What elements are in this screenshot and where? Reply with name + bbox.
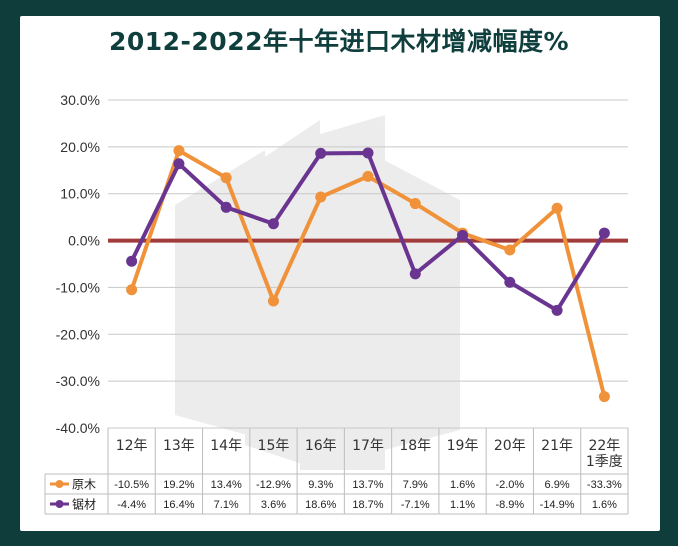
table-cell-value: 13.7% <box>352 479 383 491</box>
table-cell-value: 9.3% <box>308 479 333 491</box>
x-tick-label: 12年 <box>116 438 148 454</box>
x-tick-label: 16年 <box>305 438 337 454</box>
y-tick-label: 0.0% <box>68 233 100 249</box>
table-cell-value: -4.4% <box>117 499 146 511</box>
data-point <box>267 295 279 307</box>
y-tick-label: -10.0% <box>56 279 100 295</box>
table-cell-value: -2.0% <box>495 479 524 491</box>
x-tick-label: 17年 <box>352 438 384 454</box>
table-cell-value: 1.6% <box>592 499 617 511</box>
chart-title: 2012-2022年十年进口木材增减幅度% <box>108 27 570 56</box>
y-tick-label: -30.0% <box>56 373 100 389</box>
table-cell-value: -8.9% <box>495 499 524 511</box>
data-point <box>598 227 610 239</box>
table-cell-value: 13.4% <box>211 479 242 491</box>
legend-marker <box>55 500 64 508</box>
data-point <box>598 391 610 403</box>
data-point <box>409 268 421 280</box>
data-point <box>551 304 563 316</box>
x-tick-label: 21年 <box>541 438 573 454</box>
table-cell-value: 7.1% <box>214 499 239 511</box>
table-cell-value: -14.9% <box>540 499 575 511</box>
table-cell-value: -7.1% <box>401 499 430 511</box>
table-cell-value: 1.1% <box>450 499 475 511</box>
data-point <box>267 218 279 230</box>
x-tick-label: 15年 <box>258 438 290 454</box>
legend-label: 原木 <box>72 478 96 492</box>
table-cell-value: -33.3% <box>587 479 622 491</box>
y-tick-label: -40.0% <box>56 420 100 436</box>
watermark-shape <box>365 150 460 455</box>
table-cell-value: 18.7% <box>352 499 383 511</box>
x-tick-label: 20年 <box>494 438 526 454</box>
table-cell-value: 6.9% <box>545 479 570 491</box>
data-point <box>173 158 185 170</box>
legend-label: 锯材 <box>72 497 96 512</box>
table-cell-value: 16.4% <box>163 499 194 511</box>
data-point <box>457 229 469 241</box>
data-point <box>315 191 327 203</box>
table-cell-value: 7.9% <box>403 479 428 491</box>
x-tick-label: 13年 <box>163 438 195 454</box>
table-cell-value: 18.6% <box>305 499 336 511</box>
data-point <box>362 170 374 182</box>
data-point <box>126 255 138 267</box>
y-tick-label: 30.0% <box>60 92 100 108</box>
y-tick-label: 20.0% <box>60 139 100 155</box>
data-point <box>504 276 516 288</box>
watermark-logo <box>175 115 460 470</box>
x-tick-label: 19年 <box>447 438 479 454</box>
table-cell-value: 19.2% <box>163 479 194 491</box>
x-tick-label: 14年 <box>210 438 242 454</box>
data-point <box>551 202 563 214</box>
legend-marker <box>55 480 64 488</box>
y-tick-label: 10.0% <box>60 186 100 202</box>
data-point <box>409 198 421 210</box>
table-cell-value: -12.9% <box>256 479 291 491</box>
x-tick-label: 22年 1季度 <box>586 438 623 470</box>
table-cell-value: -10.5% <box>114 479 149 491</box>
watermark-shape <box>245 120 320 470</box>
data-point <box>220 201 232 213</box>
data-point <box>126 284 138 296</box>
y-tick-label: -20.0% <box>56 326 100 342</box>
table-cell-value: 3.6% <box>261 499 286 511</box>
data-point <box>220 172 232 184</box>
data-point <box>362 147 374 159</box>
data-point <box>315 147 327 159</box>
chart-card <box>20 16 660 531</box>
x-tick-label: 18年 <box>399 438 431 454</box>
data-point <box>504 244 516 256</box>
table-cell-value: 1.6% <box>450 479 475 491</box>
data-point <box>173 145 185 157</box>
